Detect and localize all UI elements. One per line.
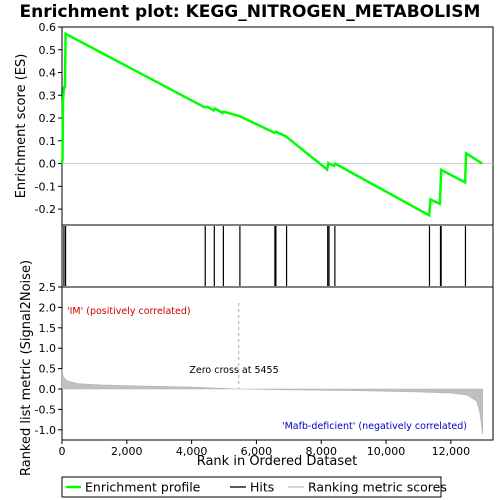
metric-y-tick-label: 1.0 — [39, 342, 57, 355]
metric-y-tick-label: 1.5 — [39, 322, 57, 335]
metric-y-tick-label: -0.5 — [35, 403, 56, 416]
x-tick-label: 8,000 — [305, 445, 337, 458]
positive-correlation-label: 'IM' (positively correlated) — [67, 306, 191, 317]
metric-y-tick-label: -1.0 — [35, 424, 56, 437]
x-tick-label: 6,000 — [241, 445, 273, 458]
legend-ranking-metric: Ranking metric scores — [308, 480, 447, 495]
metric-y-tick-label: 0.0 — [39, 383, 57, 396]
metric-y-label: Ranked list metric (Signal2Noise) — [19, 260, 34, 476]
es-panel-frame — [61, 26, 494, 226]
metric-y-tick-label: 0.5 — [39, 363, 57, 376]
chart-title: Enrichment plot: KEGG_NITROGEN_METABOLIS… — [20, 2, 481, 22]
negative-correlation-label: 'Mafb-deficient' (negatively correlated) — [282, 421, 467, 432]
x-tick-label: 12,000 — [432, 445, 471, 458]
x-axis: 0 2,000 4,000 6,000 8,000 10,000 12,000 — [59, 440, 471, 458]
enrichment-profile-line — [60, 31, 483, 218]
metric-y-tick-label: 2.0 — [39, 301, 57, 314]
metric-panel: -1.0 -0.5 0.0 0.5 1.0 1.5 2.0 2.5 0 2,000 4,000 6,… — [19, 260, 494, 476]
es-y-tick-label: 0.1 — [39, 135, 57, 148]
es-y-tick-label: -0.2 — [35, 203, 56, 216]
hits-panel — [61, 224, 494, 288]
es-y-tick-label: 0.5 — [39, 44, 57, 57]
ranking-metric-area — [61, 369, 483, 434]
es-y-tick-label: 0.6 — [39, 21, 57, 34]
x-tick-label: 0 — [59, 445, 66, 458]
legend-enrichment-profile: Enrichment profile — [85, 480, 201, 495]
es-y-tick-label: -0.1 — [35, 180, 56, 193]
es-y-tick-label: 0.0 — [39, 158, 57, 171]
legend-frame — [61, 476, 442, 498]
es-panel: -0.2 -0.1 0.0 0.1 0.2 0.3 0.4 0.5 0.6 Enrichment… — [14, 21, 494, 226]
legend-hits: Hits — [250, 480, 274, 495]
hits-panel-frame — [61, 224, 494, 288]
metric-y-axis: -1.0 -0.5 0.0 0.5 1.0 1.5 2.0 2.5 — [35, 281, 62, 437]
es-y-tick-label: 0.4 — [39, 67, 57, 80]
metric-y-tick-label: 2.5 — [39, 281, 57, 294]
es-y-tick-label: 0.3 — [39, 89, 57, 102]
es-y-label: Enrichment score (ES) — [14, 54, 29, 199]
legend: Enrichment profile Hits Ranking metric s… — [61, 476, 447, 498]
zero-cross-label: Zero cross at 5455 — [189, 365, 278, 376]
x-tick-label: 10,000 — [367, 445, 406, 458]
metric-panel-frame — [61, 286, 494, 441]
x-tick-label: 4,000 — [176, 445, 208, 458]
x-axis-label: Rank in Ordered Dataset — [197, 454, 358, 469]
x-tick-label: 2,000 — [111, 445, 143, 458]
es-y-axis: -0.2 -0.1 0.0 0.1 0.2 0.3 0.4 0.5 0.6 — [35, 21, 62, 216]
es-y-tick-label: 0.2 — [39, 112, 57, 125]
